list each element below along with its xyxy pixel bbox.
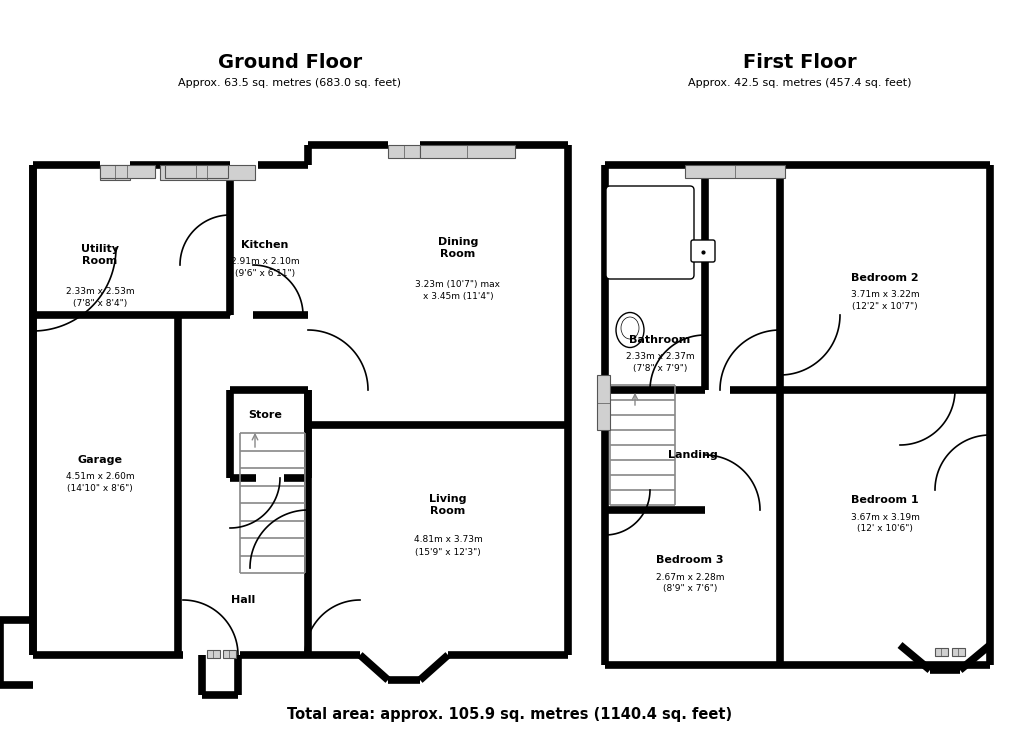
Text: 2.33m x 2.53m: 2.33m x 2.53m (65, 288, 135, 296)
Text: (15'9" x 12'3"): (15'9" x 12'3") (415, 548, 480, 556)
Text: 4.81m x 3.73m: 4.81m x 3.73m (414, 536, 482, 545)
Text: Hall: Hall (230, 595, 255, 605)
Ellipse shape (621, 317, 638, 339)
Text: x 3.45m (11'4"): x 3.45m (11'4") (422, 293, 493, 302)
Text: Store: Store (248, 410, 281, 420)
Bar (165, 165, 228, 178)
Text: Ground Floor: Ground Floor (218, 53, 362, 71)
Text: 3.71m x 3.22m: 3.71m x 3.22m (850, 290, 918, 299)
Text: Bedroom 1: Bedroom 1 (850, 495, 918, 505)
Text: First Floor: First Floor (743, 53, 856, 71)
Bar (223, 650, 235, 658)
Text: Bathroom: Bathroom (629, 335, 690, 345)
Ellipse shape (615, 313, 643, 348)
Text: (8'9" x 7'6"): (8'9" x 7'6") (662, 585, 716, 594)
Text: 2.67m x 2.28m: 2.67m x 2.28m (655, 573, 723, 582)
Text: (7'8" x 8'4"): (7'8" x 8'4") (72, 299, 127, 308)
Text: 2.33m x 2.37m: 2.33m x 2.37m (625, 353, 694, 362)
Text: 4.51m x 2.60m: 4.51m x 2.60m (65, 473, 135, 482)
Text: (7'8" x 7'9"): (7'8" x 7'9") (632, 365, 687, 373)
Text: Utility
Room: Utility Room (81, 245, 119, 266)
Text: 3.23m (10'7") max: 3.23m (10'7") max (415, 281, 500, 290)
Text: Approx. 63.5 sq. metres (683.0 sq. feet): Approx. 63.5 sq. metres (683.0 sq. feet) (178, 78, 401, 88)
Bar (100, 165, 129, 180)
FancyBboxPatch shape (605, 186, 693, 279)
Bar (934, 648, 947, 656)
Text: Landing: Landing (667, 450, 717, 460)
Bar (951, 648, 964, 656)
Text: Kitchen: Kitchen (242, 240, 288, 250)
Bar (685, 165, 785, 178)
Bar (387, 145, 420, 158)
Text: 2.91m x 2.10m: 2.91m x 2.10m (230, 258, 299, 267)
Text: Total area: approx. 105.9 sq. metres (1140.4 sq. feet): Total area: approx. 105.9 sq. metres (11… (287, 708, 732, 722)
Text: 3.67m x 3.19m: 3.67m x 3.19m (850, 513, 918, 522)
Text: Living
Room: Living Room (429, 494, 467, 516)
Text: (12'2" x 10'7"): (12'2" x 10'7") (851, 302, 917, 311)
Text: (14'10" x 8'6"): (14'10" x 8'6") (67, 485, 132, 494)
FancyBboxPatch shape (690, 240, 714, 262)
Text: Approx. 42.5 sq. metres (457.4 sq. feet): Approx. 42.5 sq. metres (457.4 sq. feet) (688, 78, 911, 88)
Text: Bedroom 3: Bedroom 3 (655, 555, 723, 565)
Text: Dining
Room: Dining Room (437, 237, 478, 259)
Bar (420, 145, 515, 158)
Bar (160, 165, 255, 180)
Bar (207, 650, 220, 658)
Bar (596, 375, 609, 430)
Text: (12' x 10'6"): (12' x 10'6") (856, 525, 912, 534)
Text: Bedroom 2: Bedroom 2 (850, 273, 918, 283)
Text: (9'6" x 6'11"): (9'6" x 6'11") (234, 270, 294, 279)
Text: Garage: Garage (77, 455, 122, 465)
Bar (100, 165, 155, 178)
